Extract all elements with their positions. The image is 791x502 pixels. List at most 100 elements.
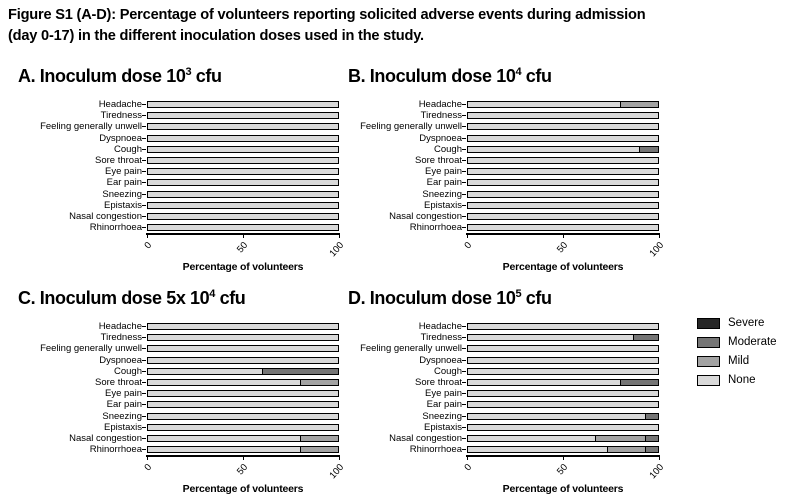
y-tick bbox=[142, 449, 146, 451]
category-label-feeling-generally-unwell: Feeling generally unwell bbox=[40, 343, 142, 355]
segment-mild bbox=[620, 102, 658, 107]
bar-b-epistaxis bbox=[467, 201, 659, 209]
segment-moderate bbox=[639, 146, 658, 152]
segment-moderate bbox=[644, 413, 658, 419]
bar-d-feeling-generally-unwell bbox=[467, 345, 659, 353]
category-label-dyspnoea: Dyspnoea bbox=[99, 132, 142, 144]
bar-b-sore-throat bbox=[467, 157, 659, 164]
bar-b-eye-pain bbox=[467, 168, 659, 176]
category-label-dyspnoea: Dyspnoea bbox=[99, 354, 142, 366]
legend-swatch-mild bbox=[697, 356, 720, 367]
segment-none bbox=[468, 158, 658, 163]
y-tick bbox=[142, 160, 146, 161]
legend-item-none: None bbox=[697, 374, 777, 386]
x-tick-50 bbox=[242, 456, 244, 461]
y-tick bbox=[462, 370, 466, 372]
segment-none bbox=[148, 202, 338, 208]
panel-d: D. Inoculum dose 105 cfu Headache Tiredne… bbox=[340, 288, 672, 502]
segment-none bbox=[148, 146, 338, 152]
y-tick bbox=[462, 160, 466, 161]
segment-none bbox=[468, 124, 658, 130]
y-tick bbox=[462, 449, 466, 451]
panel-d-title-base: D. Inoculum dose 10 bbox=[348, 288, 516, 308]
y-tick bbox=[462, 359, 466, 361]
y-tick bbox=[462, 426, 466, 428]
x-tick-50 bbox=[242, 234, 244, 239]
category-label-headache: Headache bbox=[98, 321, 142, 332]
segment-moderate bbox=[620, 380, 658, 385]
category-label-eye-pain: Eye pain bbox=[105, 166, 142, 178]
bar-a-eye-pain bbox=[147, 168, 339, 176]
category-label-feeling-generally-unwell: Feeling generally unwell bbox=[360, 343, 462, 355]
bar-a-sneezing bbox=[147, 190, 339, 198]
segment-none bbox=[148, 191, 338, 197]
y-tick bbox=[142, 359, 146, 361]
segment-none bbox=[148, 346, 338, 352]
category-label-rhinorrhoea: Rhinorrhoea bbox=[409, 222, 462, 234]
panel-c-title-base: C. Inoculum dose 5x 10 bbox=[18, 288, 210, 308]
y-tick bbox=[142, 216, 146, 217]
panel-d-title-suffix: cfu bbox=[521, 288, 552, 308]
bar-a-ear-pain bbox=[147, 179, 339, 187]
x-axis bbox=[466, 233, 660, 235]
segment-none bbox=[148, 391, 338, 397]
y-tick bbox=[142, 370, 146, 372]
segment-none bbox=[468, 357, 658, 363]
bar-c-dyspnoea bbox=[147, 356, 339, 364]
bar-b-feeling-generally-unwell bbox=[467, 123, 659, 131]
segment-none bbox=[468, 346, 658, 352]
segment-none bbox=[468, 146, 639, 152]
segment-none bbox=[468, 335, 634, 341]
legend-item-moderate: Moderate bbox=[697, 336, 777, 348]
bar-a-rhinorrhoea bbox=[147, 224, 339, 232]
segment-none bbox=[148, 424, 338, 430]
figure-title-line1: Figure S1 (A-D): Percentage of volunteer… bbox=[8, 7, 646, 23]
x-axis-label: Percentage of volunteers bbox=[502, 261, 624, 274]
y-tick bbox=[142, 382, 146, 383]
bar-c-feeling-generally-unwell bbox=[147, 345, 339, 353]
segment-none bbox=[148, 368, 262, 374]
bar-a-headache bbox=[147, 101, 339, 108]
segment-none bbox=[148, 335, 338, 341]
segment-none bbox=[468, 191, 658, 197]
category-label-headache: Headache bbox=[98, 99, 142, 110]
x-axis-label: Percentage of volunteers bbox=[502, 483, 624, 496]
panel-d-title-sup: 5 bbox=[515, 288, 522, 300]
category-label-feeling-generally-unwell: Feeling generally unwell bbox=[360, 121, 462, 133]
category-label-rhinorrhoea: Rhinorrhoea bbox=[89, 222, 142, 234]
y-tick bbox=[462, 115, 466, 117]
segment-moderate bbox=[262, 368, 338, 374]
panel-a: A. Inoculum dose 103 cfu Headache Tiredne… bbox=[10, 66, 346, 280]
legend-item-severe: Severe bbox=[697, 317, 777, 329]
panel-b-title: B. Inoculum dose 104 cfu bbox=[348, 66, 552, 87]
category-label-sneezing: Sneezing bbox=[102, 188, 142, 200]
x-tick-0 bbox=[146, 234, 148, 239]
bar-a-feeling-generally-unwell bbox=[147, 123, 339, 131]
bar-a-tiredness bbox=[147, 112, 339, 120]
segment-none bbox=[148, 180, 338, 186]
x-axis-label: Percentage of volunteers bbox=[182, 261, 304, 274]
category-label-sore-throat: Sore throat bbox=[415, 155, 462, 166]
panel-a-title-suffix: cfu bbox=[191, 66, 222, 86]
category-label-ear-pain: Ear pain bbox=[426, 177, 462, 189]
segment-none bbox=[148, 225, 338, 231]
legend-label-mild: Mild bbox=[728, 355, 750, 367]
segment-none bbox=[468, 391, 658, 397]
segment-none bbox=[148, 102, 338, 107]
category-label-nasal-congestion: Nasal congestion bbox=[69, 211, 142, 222]
x-axis bbox=[146, 233, 340, 235]
segment-none bbox=[148, 214, 338, 219]
bar-d-tiredness bbox=[467, 334, 659, 342]
y-tick bbox=[142, 426, 146, 428]
y-tick bbox=[142, 204, 146, 206]
y-tick bbox=[142, 348, 146, 350]
y-tick bbox=[142, 148, 146, 150]
panel-b: B. Inoculum dose 104 cfu Headache Tiredne… bbox=[340, 66, 672, 280]
segment-none bbox=[148, 113, 338, 119]
bar-d-eye-pain bbox=[467, 390, 659, 398]
bar-b-dyspnoea bbox=[467, 134, 659, 142]
category-label-feeling-generally-unwell: Feeling generally unwell bbox=[40, 121, 142, 133]
y-tick bbox=[462, 348, 466, 350]
y-tick bbox=[462, 204, 466, 206]
bar-b-nasal-congestion bbox=[467, 213, 659, 220]
